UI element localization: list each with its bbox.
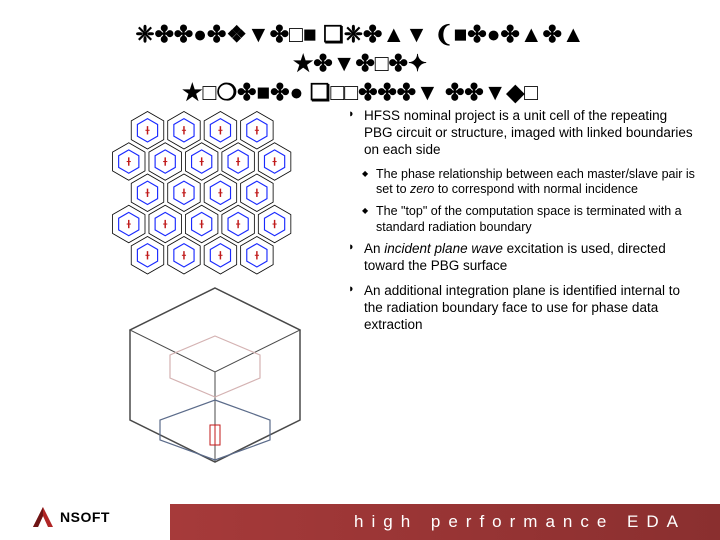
logo-icon bbox=[30, 504, 56, 530]
logo-text: NSOFT bbox=[60, 509, 110, 525]
slide: ❈✤✤●✤❖▼✤□■ ❏❈✤▲▼ ❨■✤●✤▲✤▲ ★✤▼✤□✤✦ ★□❍✤■✤… bbox=[0, 0, 720, 540]
content-area: HFSS nominal project is a unit cell of t… bbox=[348, 108, 698, 342]
footer-tagline: high performance EDA bbox=[170, 504, 720, 540]
bullet-level1: An incident plane wave excitation is use… bbox=[348, 241, 698, 275]
unitcell-figure bbox=[110, 280, 320, 480]
brand-logo: NSOFT bbox=[30, 504, 110, 530]
bullet-level1: An additional integration plane is ident… bbox=[348, 283, 698, 334]
bullet-level2: The phase relationship between each mast… bbox=[348, 167, 698, 198]
bullet-level2: The "top" of the computation space is te… bbox=[348, 204, 698, 235]
bullet-level1: HFSS nominal project is a unit cell of t… bbox=[348, 108, 698, 159]
honeycomb-figure bbox=[85, 108, 335, 288]
slide-title: ❈✤✤●✤❖▼✤□■ ❏❈✤▲▼ ❨■✤●✤▲✤▲ ★✤▼✤□✤✦ ★□❍✤■✤… bbox=[0, 20, 720, 106]
